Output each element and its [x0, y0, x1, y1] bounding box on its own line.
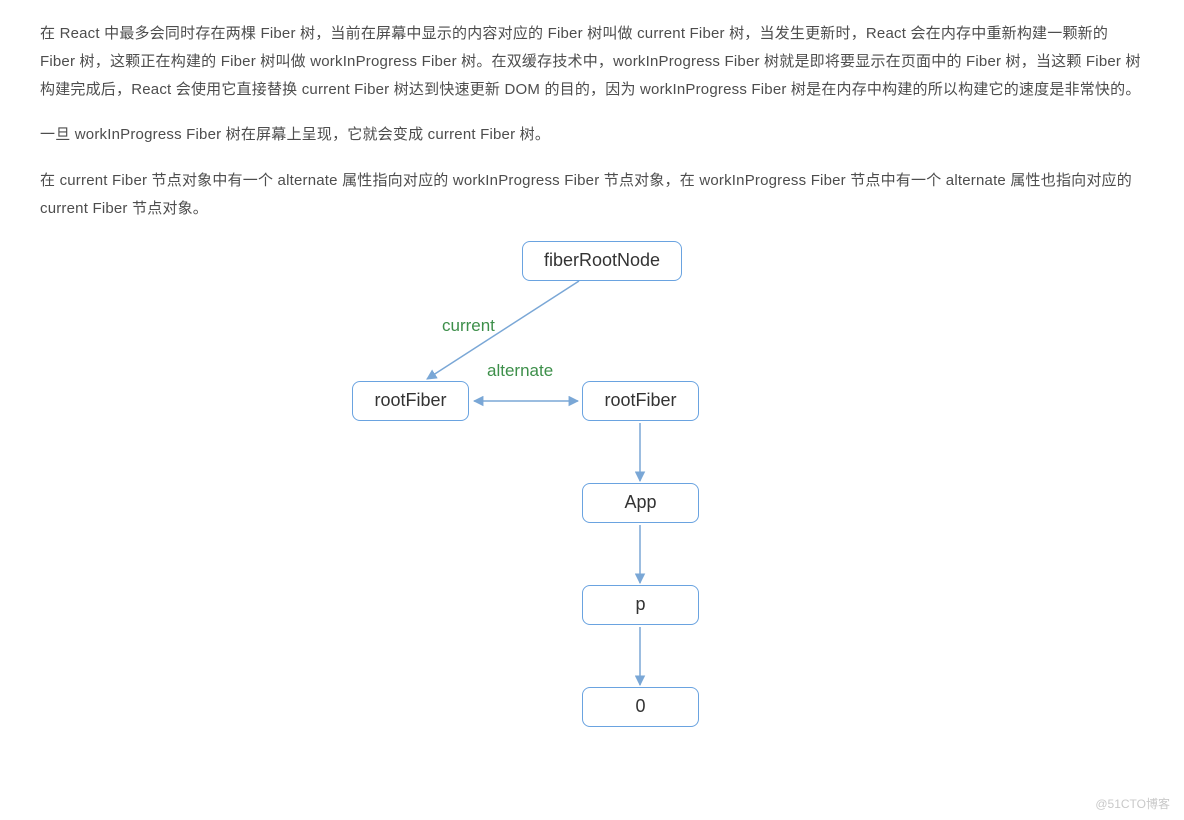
watermark: @51CTO博客: [1095, 795, 1170, 812]
edge-label-alternate: alternate: [487, 361, 553, 381]
paragraph-2: 一旦 workInProgress Fiber 树在屏幕上呈现，它就会变成 cu…: [40, 121, 1144, 149]
node-fiberrootnode: fiberRootNode: [522, 241, 682, 281]
node-p: p: [582, 585, 699, 625]
node-rootfiber-right: rootFiber: [582, 381, 699, 421]
paragraph-1: 在 React 中最多会同时存在两棵 Fiber 树，当前在屏幕中显示的内容对应…: [40, 20, 1144, 103]
node-zero: 0: [582, 687, 699, 727]
edge-label-current: current: [442, 316, 495, 336]
paragraph-3: 在 current Fiber 节点对象中有一个 alternate 属性指向对…: [40, 167, 1144, 223]
article-body: 在 React 中最多会同时存在两棵 Fiber 树，当前在屏幕中显示的内容对应…: [0, 0, 1184, 761]
diagram-container: fiberRootNode rootFiber rootFiber App p …: [40, 241, 1144, 761]
node-rootfiber-left: rootFiber: [352, 381, 469, 421]
node-app: App: [582, 483, 699, 523]
fiber-tree-diagram: fiberRootNode rootFiber rootFiber App p …: [322, 241, 862, 761]
